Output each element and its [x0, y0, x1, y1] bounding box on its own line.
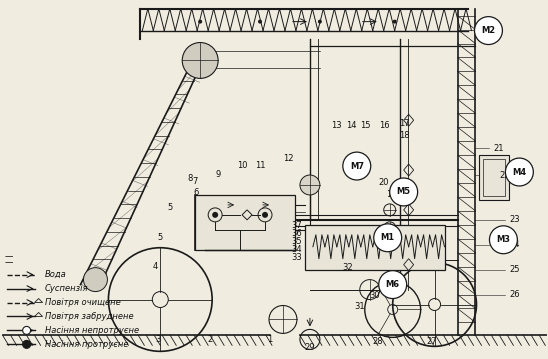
- Text: 3: 3: [156, 335, 161, 344]
- Text: 24: 24: [510, 240, 520, 249]
- Text: Суспензія: Суспензія: [44, 284, 88, 293]
- Circle shape: [22, 326, 31, 334]
- Text: 31: 31: [355, 302, 365, 311]
- Text: 32: 32: [342, 263, 353, 272]
- Text: 20: 20: [379, 178, 389, 187]
- Text: 17: 17: [399, 119, 410, 128]
- Text: M6: M6: [386, 280, 399, 289]
- Circle shape: [390, 178, 418, 206]
- Text: 19: 19: [386, 190, 397, 200]
- Circle shape: [300, 175, 320, 195]
- Text: —: —: [5, 252, 13, 261]
- Circle shape: [198, 20, 202, 24]
- Circle shape: [475, 17, 503, 45]
- Text: 25: 25: [510, 265, 520, 274]
- Text: M1: M1: [381, 233, 395, 242]
- Text: 7: 7: [192, 177, 198, 186]
- Text: 28: 28: [373, 337, 383, 346]
- Bar: [483, 159, 505, 196]
- Bar: [480, 155, 510, 200]
- Text: 6: 6: [193, 188, 199, 197]
- Text: Повітря очищене: Повітря очищене: [44, 298, 121, 307]
- Circle shape: [374, 224, 402, 252]
- Text: 13: 13: [332, 121, 342, 130]
- Text: 15: 15: [361, 121, 371, 130]
- Text: M2: M2: [481, 26, 495, 35]
- Text: 4: 4: [153, 262, 158, 271]
- Circle shape: [343, 152, 371, 180]
- Circle shape: [83, 268, 107, 292]
- Text: M3: M3: [496, 235, 510, 244]
- Circle shape: [489, 226, 517, 254]
- Circle shape: [393, 20, 397, 24]
- Text: 9: 9: [215, 169, 221, 178]
- Text: 23: 23: [510, 215, 520, 224]
- Bar: [305, 225, 444, 270]
- Text: 5: 5: [168, 204, 173, 213]
- Text: 16: 16: [379, 121, 390, 130]
- Circle shape: [22, 340, 31, 348]
- Text: 8: 8: [187, 173, 193, 182]
- Circle shape: [258, 20, 262, 24]
- Text: 2: 2: [208, 335, 213, 344]
- Text: Вода: Вода: [44, 270, 66, 279]
- Bar: [195, 195, 295, 250]
- Circle shape: [182, 42, 218, 78]
- Circle shape: [318, 20, 322, 24]
- Text: 21: 21: [493, 144, 504, 153]
- Text: 34: 34: [292, 245, 302, 254]
- Text: 26: 26: [510, 290, 520, 299]
- Text: 11: 11: [255, 160, 265, 169]
- Text: 22: 22: [499, 171, 510, 180]
- Text: 36: 36: [291, 229, 302, 238]
- Text: M7: M7: [350, 162, 364, 171]
- Text: 29: 29: [305, 343, 315, 352]
- Text: 14: 14: [346, 121, 357, 130]
- Text: 12: 12: [283, 154, 293, 163]
- Text: Насіння протруєне: Насіння протруєне: [44, 340, 128, 349]
- Text: Насіння непротруєне: Насіння непротруєне: [44, 326, 139, 335]
- Text: 27: 27: [426, 337, 437, 346]
- Text: 18: 18: [399, 131, 410, 140]
- Text: 33: 33: [291, 253, 302, 262]
- Text: 37: 37: [291, 221, 302, 230]
- Circle shape: [262, 212, 268, 218]
- Text: 1: 1: [267, 335, 273, 344]
- Text: 35: 35: [292, 237, 302, 246]
- Text: 10: 10: [237, 160, 247, 169]
- Text: 30: 30: [369, 291, 380, 300]
- Text: 5: 5: [158, 233, 163, 242]
- Text: Повітря забруднене: Повітря забруднене: [44, 312, 133, 321]
- Circle shape: [379, 271, 407, 299]
- Circle shape: [212, 212, 218, 218]
- Text: M4: M4: [512, 168, 527, 177]
- Text: —: —: [5, 258, 13, 267]
- Text: M5: M5: [397, 187, 411, 196]
- Circle shape: [505, 158, 533, 186]
